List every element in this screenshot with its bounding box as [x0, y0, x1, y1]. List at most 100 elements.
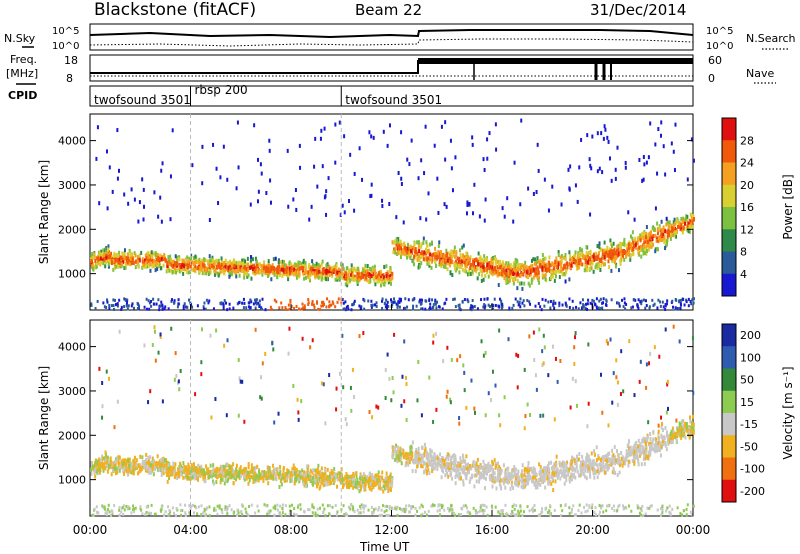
- heatmap-cell: [537, 259, 540, 264]
- heatmap-cell: [149, 262, 152, 267]
- heatmap-cell: [623, 237, 626, 242]
- heatmap-cell: [200, 464, 203, 469]
- heatmap-cell: [437, 255, 440, 260]
- heatmap-cell: [127, 460, 130, 465]
- heatmap-cell: [292, 463, 295, 468]
- heatmap-cell: [190, 303, 193, 307]
- heatmap-cell: [514, 297, 517, 301]
- heatmap-cell: [352, 303, 355, 307]
- heatmap-cell: [381, 203, 384, 208]
- heatmap-cell: [429, 242, 432, 247]
- heatmap-cell: [297, 267, 300, 272]
- heatmap-cell: [324, 269, 327, 274]
- heatmap-cell: [390, 272, 393, 277]
- heatmap-cell: [220, 301, 223, 305]
- heatmap-cell: [180, 268, 183, 273]
- heatmap-cell: [363, 477, 366, 482]
- heatmap-cell: [660, 445, 663, 450]
- heatmap-cell: [204, 475, 207, 480]
- y-tick-label: 4000: [58, 135, 86, 148]
- heatmap-cell: [527, 472, 530, 477]
- heatmap-cell: [223, 268, 226, 273]
- heatmap-cell: [178, 255, 181, 260]
- heatmap-cell: [614, 167, 617, 172]
- heatmap-cell: [213, 261, 216, 266]
- heatmap-cell: [667, 228, 670, 233]
- heatmap-cell: [335, 263, 338, 268]
- heatmap-cell: [641, 178, 644, 183]
- heatmap-cell: [438, 262, 441, 267]
- heatmap-cell: [585, 302, 588, 306]
- heatmap-cell: [420, 307, 423, 311]
- heatmap-cell: [390, 281, 393, 286]
- heatmap-cell: [400, 181, 403, 186]
- heatmap-cell: [258, 299, 261, 303]
- heatmap-cell: [318, 474, 321, 479]
- heatmap-cell: [90, 302, 93, 306]
- heatmap-cell: [265, 191, 268, 196]
- heatmap-cell: [274, 256, 277, 261]
- heatmap-cell: [182, 271, 185, 276]
- heatmap-cell: [429, 307, 432, 311]
- heatmap-cell: [95, 265, 98, 270]
- heatmap-cell: [193, 267, 196, 272]
- heatmap-cell: [554, 274, 557, 279]
- heatmap-cell: [122, 463, 125, 468]
- heatmap-cell: [519, 202, 522, 207]
- heatmap-cell: [482, 459, 485, 464]
- heatmap-cell: [152, 302, 155, 306]
- heatmap-cell: [467, 470, 470, 475]
- heatmap-cell: [303, 276, 306, 281]
- heatmap-cell: [145, 256, 148, 261]
- heatmap-cell: [328, 273, 331, 278]
- heatmap-cell: [585, 257, 588, 262]
- heatmap-cell: [295, 275, 298, 280]
- heatmap-cell: [689, 419, 692, 424]
- heatmap-cell: [115, 257, 118, 262]
- heatmap-cell: [548, 267, 551, 272]
- heatmap-cell: [300, 266, 303, 271]
- heatmap-cell: [93, 463, 96, 468]
- heatmap-cell: [168, 261, 171, 266]
- heatmap-cell: [281, 274, 284, 279]
- heatmap-cell: [118, 261, 121, 266]
- heatmap-cell: [246, 274, 249, 279]
- heatmap-cell: [296, 263, 299, 268]
- heatmap-cell: [584, 468, 587, 473]
- heatmap-cell: [449, 138, 452, 143]
- heatmap-cell: [366, 269, 369, 274]
- heatmap-cell: [664, 440, 667, 445]
- heatmap-cell: [177, 298, 180, 302]
- heatmap-cell: [202, 262, 205, 267]
- heatmap-cell: [224, 263, 227, 268]
- heatmap-cell: [489, 304, 492, 308]
- heatmap-cell: [408, 460, 411, 465]
- heatmap-cell: [349, 278, 352, 283]
- heatmap-cell: [386, 300, 389, 304]
- heatmap-cell: [358, 146, 361, 151]
- heatmap-cell: [268, 267, 271, 272]
- heatmap-cell: [284, 305, 287, 309]
- heatmap-cell: [389, 277, 392, 282]
- heatmap-cell: [126, 252, 129, 257]
- heatmap-cell: [631, 240, 634, 245]
- heatmap-cell: [202, 307, 205, 311]
- heatmap-cell: [311, 302, 314, 306]
- heatmap-cell: [476, 470, 479, 475]
- heatmap-cell: [334, 305, 337, 309]
- heatmap-cell: [267, 259, 270, 264]
- heatmap-cell: [647, 454, 650, 459]
- nave-tick-top: 60: [708, 54, 722, 67]
- heatmap-cell: [277, 260, 280, 265]
- heatmap-cell: [148, 470, 151, 475]
- heatmap-cell: [359, 487, 362, 492]
- heatmap-cell: [158, 254, 161, 259]
- heatmap-cell: [176, 258, 179, 263]
- heatmap-cell: [203, 258, 206, 263]
- heatmap-cell: [422, 236, 425, 241]
- heatmap-cell: [385, 274, 388, 279]
- heatmap-cell: [616, 245, 619, 250]
- heatmap-cell: [289, 474, 292, 479]
- heatmap-cell: [310, 271, 313, 276]
- heatmap-cell: [594, 251, 597, 256]
